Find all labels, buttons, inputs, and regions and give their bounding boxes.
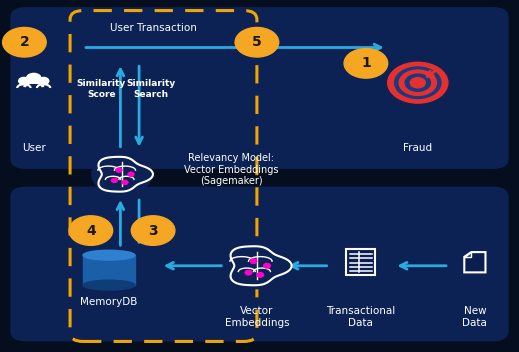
Text: Relevancy Model:
Vector Embeddings
(Sagemaker): Relevancy Model: Vector Embeddings (Sage… xyxy=(184,153,278,186)
Circle shape xyxy=(223,243,291,289)
Circle shape xyxy=(19,77,29,84)
Text: User: User xyxy=(22,143,46,152)
Circle shape xyxy=(122,180,128,184)
Text: Vector
Embeddings: Vector Embeddings xyxy=(225,306,289,328)
FancyBboxPatch shape xyxy=(10,7,509,169)
Circle shape xyxy=(264,263,270,268)
Text: User Transaction: User Transaction xyxy=(110,23,197,33)
Circle shape xyxy=(69,216,113,245)
Circle shape xyxy=(112,178,117,182)
Text: Similarity
Score: Similarity Score xyxy=(77,79,126,99)
Circle shape xyxy=(408,76,428,89)
Text: MemoryDB: MemoryDB xyxy=(80,297,138,307)
Circle shape xyxy=(26,74,41,83)
Text: 2: 2 xyxy=(20,35,29,49)
Text: 1: 1 xyxy=(361,56,371,70)
Circle shape xyxy=(257,272,264,277)
Circle shape xyxy=(410,77,426,88)
Circle shape xyxy=(250,259,257,263)
Circle shape xyxy=(38,77,49,84)
Polygon shape xyxy=(465,252,471,257)
Circle shape xyxy=(398,69,438,96)
Circle shape xyxy=(131,216,175,245)
FancyBboxPatch shape xyxy=(347,249,375,275)
Circle shape xyxy=(116,168,122,172)
Text: New
Data: New Data xyxy=(462,306,487,328)
Circle shape xyxy=(405,74,430,91)
Circle shape xyxy=(92,154,152,195)
FancyBboxPatch shape xyxy=(10,187,509,341)
Text: 5: 5 xyxy=(252,35,262,49)
Polygon shape xyxy=(465,252,485,272)
Circle shape xyxy=(344,49,388,78)
FancyBboxPatch shape xyxy=(83,255,135,285)
Text: 4: 4 xyxy=(86,224,95,238)
Circle shape xyxy=(245,270,252,275)
Circle shape xyxy=(235,27,279,57)
Ellipse shape xyxy=(83,250,135,260)
Circle shape xyxy=(399,70,436,95)
Circle shape xyxy=(388,62,448,103)
Ellipse shape xyxy=(83,280,135,290)
Text: Similarity
Search: Similarity Search xyxy=(126,79,175,99)
Text: Fraud: Fraud xyxy=(403,143,432,152)
Circle shape xyxy=(128,172,134,176)
Circle shape xyxy=(3,27,46,57)
Text: 3: 3 xyxy=(148,224,158,238)
Text: Transactional
Data: Transactional Data xyxy=(326,306,395,328)
Circle shape xyxy=(394,67,441,99)
